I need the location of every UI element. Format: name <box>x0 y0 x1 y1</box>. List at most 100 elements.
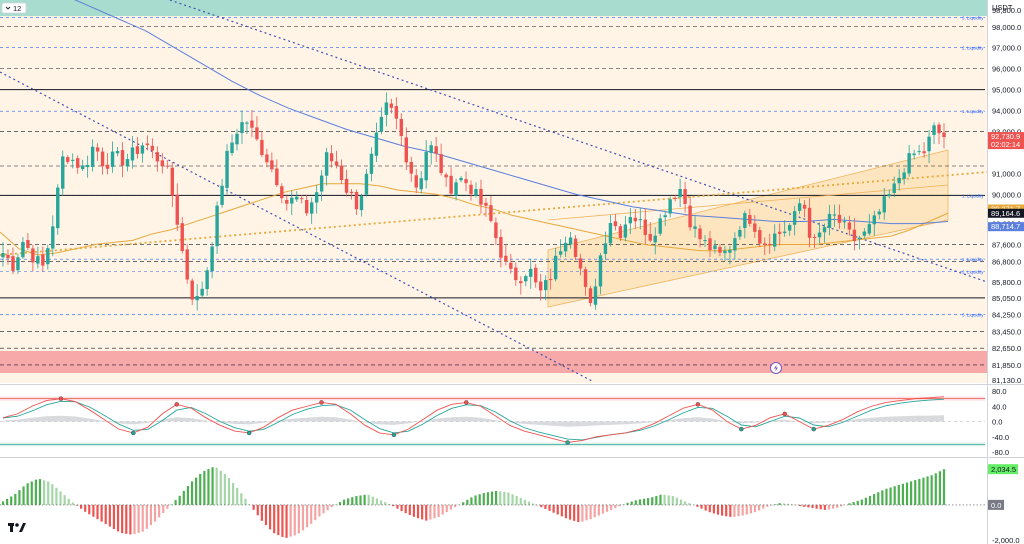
candle-body <box>728 249 732 253</box>
candle-body <box>85 164 90 168</box>
price-tag-countdown: 02:02:14 <box>991 140 1020 149</box>
candle-body <box>439 154 443 174</box>
candle-body <box>613 221 618 227</box>
candle-body <box>553 255 558 280</box>
histogram-current-label: 2,034.5 <box>991 465 1016 474</box>
candle-body <box>668 199 672 214</box>
cross-dot <box>739 426 744 432</box>
price-tick-label: 98,800.0 <box>992 6 1021 15</box>
moving-average-line <box>74 0 949 225</box>
price-tick-label: 83,450.0 <box>992 327 1021 336</box>
candle-body <box>145 143 150 146</box>
candle-body <box>708 238 712 251</box>
candle-body <box>763 243 767 246</box>
rising-channel-band <box>547 149 949 308</box>
candle-body <box>275 168 279 186</box>
candle-body <box>449 175 453 194</box>
price-tick-label: 85,050.0 <box>992 294 1021 303</box>
candle-body <box>748 214 752 224</box>
candle-body <box>608 223 613 244</box>
top-teal-zone <box>0 0 987 16</box>
candle-body <box>568 237 573 245</box>
price-axis[interactable]: USDT 98,800.0 98,000.0 97,000.0 96,000.0 95,… <box>992 3 1021 385</box>
candle-body <box>160 160 165 167</box>
candle-body <box>917 151 921 153</box>
candle-body <box>56 187 60 229</box>
candle-body <box>80 165 85 169</box>
candle-body <box>643 219 647 235</box>
candle-body <box>235 133 239 145</box>
candle-body <box>509 262 513 269</box>
candle-body <box>877 211 881 215</box>
candle-body <box>195 296 199 301</box>
liquidity-label: 2. Liquidity <box>962 46 984 51</box>
candlesticks <box>1 92 946 311</box>
candle-body <box>220 185 224 205</box>
candle-body <box>902 172 906 179</box>
price-tag-label: 88,714.7 <box>991 222 1020 231</box>
candle-body <box>474 189 478 196</box>
cross-dot <box>58 396 64 401</box>
candle-body <box>66 157 70 162</box>
candle-body <box>359 195 364 211</box>
collapse-badge[interactable]: 12 <box>1 2 27 14</box>
candle-body <box>937 124 941 134</box>
candle-body <box>773 233 777 247</box>
candle-body <box>36 256 40 264</box>
candle-body <box>862 231 867 236</box>
candle-body <box>26 240 30 248</box>
channel-midline <box>547 184 949 221</box>
candle-body <box>857 237 862 240</box>
candle-body <box>150 145 155 151</box>
tradingview-logo-icon <box>8 523 26 532</box>
currency-label: USDT <box>992 3 1013 12</box>
candle-body <box>285 199 289 204</box>
candle-body <box>384 102 389 115</box>
candle-body <box>768 243 772 245</box>
candle-body <box>494 222 498 239</box>
descending-trendline <box>169 0 987 283</box>
candle-body <box>792 211 797 225</box>
candle-body <box>499 237 503 258</box>
candle-body <box>927 136 931 152</box>
candle-body <box>583 269 588 287</box>
candle-body <box>429 145 433 153</box>
candle-body <box>389 103 394 108</box>
histogram-pane[interactable] <box>0 467 985 538</box>
candle-body <box>847 222 852 230</box>
oscillator-fast-line <box>2 396 945 443</box>
candle-body <box>419 178 423 190</box>
ascending-trendline <box>0 171 987 256</box>
candle-body <box>300 198 304 200</box>
candle-body <box>464 179 468 184</box>
candle-body <box>723 250 727 254</box>
liquidity-label: 1. Liquidity <box>962 257 984 262</box>
cross-dot <box>565 440 570 445</box>
cross-dot <box>464 400 469 405</box>
candle-body <box>842 221 847 223</box>
candle-body <box>6 254 10 259</box>
candle-body <box>504 255 508 262</box>
candle-body <box>529 268 533 277</box>
candle-body <box>743 213 747 229</box>
candle-body <box>593 286 598 305</box>
price-tick-label: 93,000.0 <box>992 127 1021 136</box>
candle-body <box>578 258 583 269</box>
candle-body <box>663 215 667 218</box>
candle-body <box>170 167 174 196</box>
candle-body <box>215 205 219 247</box>
oscillator-pane[interactable] <box>0 396 985 447</box>
candle-body <box>524 276 528 282</box>
price-tick-label: 97,000.0 <box>992 44 1021 53</box>
candle-body <box>205 270 209 289</box>
candle-body <box>693 226 697 229</box>
price-tick-label: 95,000.0 <box>992 86 1021 95</box>
red-supply-zone <box>0 351 987 373</box>
candle-body <box>558 251 563 255</box>
cross-dot <box>391 432 397 438</box>
lightning-icon[interactable] <box>770 362 782 374</box>
candle-body <box>942 132 946 138</box>
candle-body <box>290 197 294 204</box>
candle-body <box>125 159 130 167</box>
